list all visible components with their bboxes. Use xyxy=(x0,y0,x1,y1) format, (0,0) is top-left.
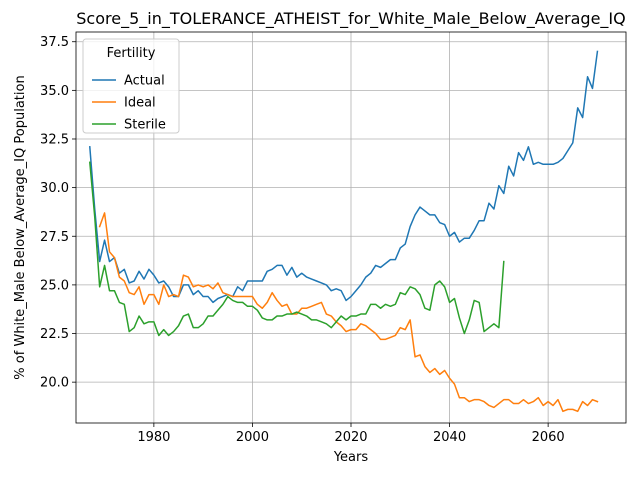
legend-label-ideal: Ideal xyxy=(124,96,156,111)
x-tick-label: 2040 xyxy=(433,430,466,445)
x-tick-label: 2060 xyxy=(532,430,565,445)
series-line-ideal xyxy=(98,212,599,413)
y-axis-ticks: 20.0 22.5 25.0 27.5 30.0 32.5 35.0 37.5 xyxy=(40,35,76,391)
y-tick-label: 27.5 xyxy=(40,230,69,245)
legend-title: Fertility xyxy=(107,46,156,61)
y-tick-label: 35.0 xyxy=(40,84,69,99)
y-tick-label: 25.0 xyxy=(40,278,69,293)
legend-label-actual: Actual xyxy=(124,74,165,89)
x-tick-label: 2000 xyxy=(236,430,269,445)
x-tick-label: 1980 xyxy=(137,430,170,445)
x-tick-label: 2020 xyxy=(334,430,367,445)
chart-title: Score_5_in_TOLERANCE_ATHEIST_for_White_M… xyxy=(76,9,625,29)
series-lines xyxy=(88,50,599,413)
series-line-sterile xyxy=(88,161,505,337)
x-axis-ticks: 1980 2000 2020 2040 2060 xyxy=(137,423,565,445)
legend-box xyxy=(82,38,180,134)
y-axis-label: % of White_Male Below_Average_IQ Populat… xyxy=(13,75,28,379)
y-tick-label: 30.0 xyxy=(40,181,69,196)
y-tick-label: 20.0 xyxy=(40,376,69,391)
y-tick-label: 37.5 xyxy=(40,35,69,50)
legend-label-sterile: Sterile xyxy=(124,118,166,133)
y-tick-label: 22.5 xyxy=(40,327,69,342)
x-axis-label: Years xyxy=(333,450,369,465)
series-line-actual xyxy=(88,50,599,304)
legend: Fertility Actual Ideal Sterile xyxy=(82,38,180,134)
legend-items: Actual Ideal Sterile xyxy=(92,74,166,133)
y-tick-label: 32.5 xyxy=(40,132,69,147)
